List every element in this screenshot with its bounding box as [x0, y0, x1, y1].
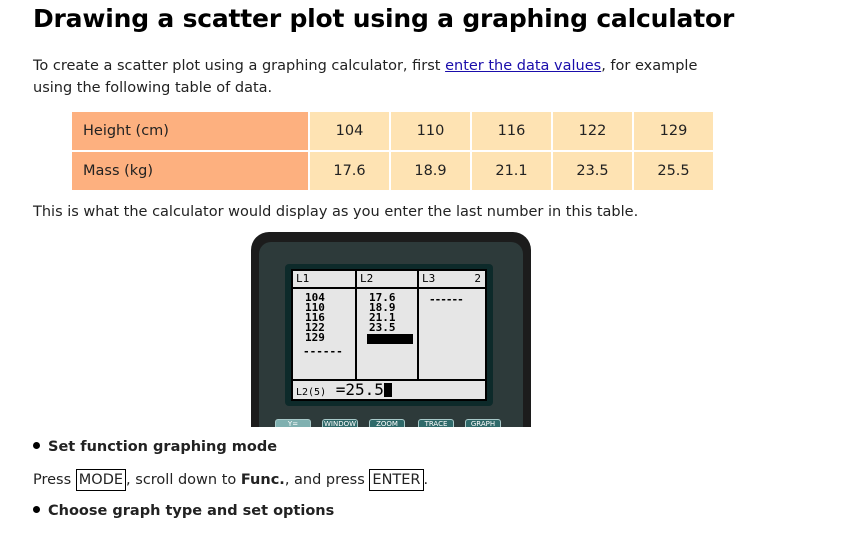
instruction-text: , scroll down to: [126, 472, 241, 488]
list-column-l3: L3 2 ------: [419, 271, 485, 379]
section-heading-graph-type: Choose graph type and set options: [33, 503, 334, 519]
mode-key-label: MODE: [75, 469, 127, 491]
key-graph: GRAPH: [465, 419, 501, 427]
section-heading-function-mode: Set function graphing mode: [33, 439, 277, 455]
table-cell: 110: [391, 112, 470, 150]
table-row: Mass (kg) 17.6 18.9 21.1 23.5 25.5: [72, 152, 713, 190]
key-trace: TRACE: [418, 419, 454, 427]
intro-paragraph: To create a scatter plot using a graphin…: [33, 55, 733, 99]
calculator-screen: L1 104 110 116 122 129 ------ L2 17.6 18…: [291, 269, 487, 401]
table-cell: 129: [634, 112, 713, 150]
key-y-equals: Y=: [275, 419, 311, 427]
column-label: L3: [422, 272, 436, 285]
calculator-caption: This is what the calculator would displa…: [33, 204, 639, 220]
list-item: 116: [305, 311, 325, 324]
text-cursor: [383, 383, 392, 397]
section-heading-text: Set function graphing mode: [48, 439, 278, 455]
cursor-cell: [367, 334, 413, 344]
intro-text-before: To create a scatter plot using a graphin…: [33, 58, 446, 74]
entry-line: L2(5) =25.5: [293, 379, 485, 399]
column-header: L2: [357, 271, 417, 289]
bullet-icon: [33, 506, 40, 513]
table-cell: 17.6: [310, 152, 389, 190]
enter-key-label: ENTER: [369, 469, 424, 491]
column-values: 17.6 18.9 21.1 23.5: [357, 289, 417, 344]
list-column-l2: L2 17.6 18.9 21.1 23.5: [357, 271, 419, 379]
entry-value: =25.5: [335, 380, 384, 399]
list-column-l1: L1 104 110 116 122 129 ------: [293, 271, 357, 379]
table-cell: 116: [472, 112, 551, 150]
func-label: Func.: [240, 472, 285, 488]
page-title: Drawing a scatter plot using a graphing …: [33, 4, 735, 33]
row-label-height: Height (cm): [72, 112, 308, 150]
table-cell: 21.1: [472, 152, 551, 190]
entry-label: L2(5): [296, 387, 327, 398]
table-cell: 18.9: [391, 152, 470, 190]
list-dashes: ------: [303, 345, 343, 358]
list-item: 110: [305, 301, 325, 314]
instruction-text: .: [423, 472, 429, 488]
column-values: 104 110 116 122 129 ------: [293, 289, 355, 357]
column-header: L3 2: [419, 271, 485, 289]
list-item: 17.6: [369, 291, 396, 304]
list-item: 122: [305, 321, 325, 334]
enter-data-values-link[interactable]: enter the data values: [445, 58, 602, 74]
row-label-mass: Mass (kg): [72, 152, 308, 190]
list-item: 104: [305, 291, 325, 304]
list-item: 21.1: [369, 311, 396, 324]
table-cell: 23.5: [553, 152, 632, 190]
table-cell: 104: [310, 112, 389, 150]
key-window: WINDOW: [322, 419, 358, 427]
section-heading-text: Choose graph type and set options: [48, 503, 335, 519]
table-cell: 122: [553, 112, 632, 150]
intro-text-after: , for example using the following table …: [33, 58, 698, 96]
list-item: 18.9: [369, 301, 396, 314]
list-item: 23.5: [369, 321, 396, 334]
data-table: Height (cm) 104 110 116 122 129 Mass (kg…: [70, 110, 715, 192]
list-item: 129: [305, 331, 325, 344]
table-cell: 25.5: [634, 152, 713, 190]
column-header: L1: [293, 271, 355, 289]
key-zoom: ZOOM: [369, 419, 405, 427]
table-row: Height (cm) 104 110 116 122 129: [72, 112, 713, 150]
calculator-image: L1 104 110 116 122 129 ------ L2 17.6 18…: [251, 232, 531, 427]
calculator-keys: Y= WINDOW ZOOM TRACE GRAPH: [275, 419, 507, 427]
list-dashes: ------: [429, 293, 464, 306]
instruction-text: Press: [33, 472, 76, 488]
instruction-paragraph: Press MODE, scroll down to Func., and pr…: [33, 469, 428, 491]
list-editor: L1 104 110 116 122 129 ------ L2 17.6 18…: [293, 271, 485, 379]
column-number: 2: [474, 272, 481, 285]
bullet-icon: [33, 442, 40, 449]
instruction-text: , and press: [284, 472, 370, 488]
